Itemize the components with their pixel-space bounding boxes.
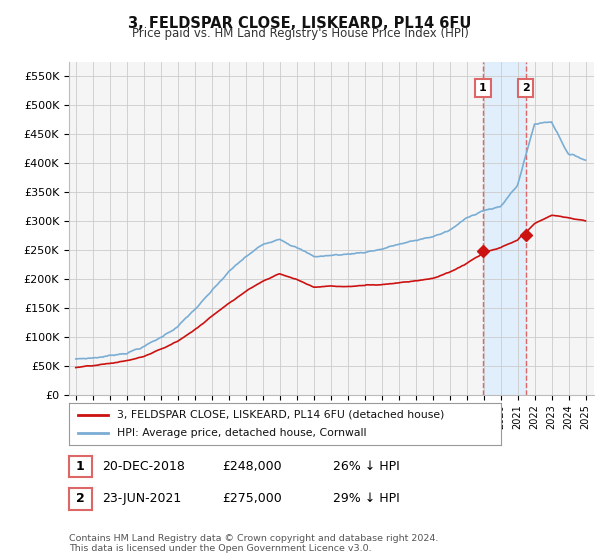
Text: 3, FELDSPAR CLOSE, LISKEARD, PL14 6FU (detached house): 3, FELDSPAR CLOSE, LISKEARD, PL14 6FU (d… (116, 410, 444, 420)
Text: 3, FELDSPAR CLOSE, LISKEARD, PL14 6FU: 3, FELDSPAR CLOSE, LISKEARD, PL14 6FU (128, 16, 472, 31)
Text: 2: 2 (76, 492, 85, 506)
Text: 29% ↓ HPI: 29% ↓ HPI (333, 492, 400, 506)
Text: 1: 1 (479, 83, 487, 92)
Text: 2: 2 (521, 83, 529, 92)
Text: Contains HM Land Registry data © Crown copyright and database right 2024.
This d: Contains HM Land Registry data © Crown c… (69, 534, 439, 553)
Text: £248,000: £248,000 (222, 460, 281, 473)
Text: 20-DEC-2018: 20-DEC-2018 (102, 460, 185, 473)
Text: 26% ↓ HPI: 26% ↓ HPI (333, 460, 400, 473)
Text: HPI: Average price, detached house, Cornwall: HPI: Average price, detached house, Corn… (116, 428, 366, 438)
Text: £275,000: £275,000 (222, 492, 282, 506)
Bar (483, 62, 526, 395)
Text: 1: 1 (76, 460, 85, 473)
Text: 23-JUN-2021: 23-JUN-2021 (102, 492, 181, 506)
Text: Price paid vs. HM Land Registry's House Price Index (HPI): Price paid vs. HM Land Registry's House … (131, 27, 469, 40)
